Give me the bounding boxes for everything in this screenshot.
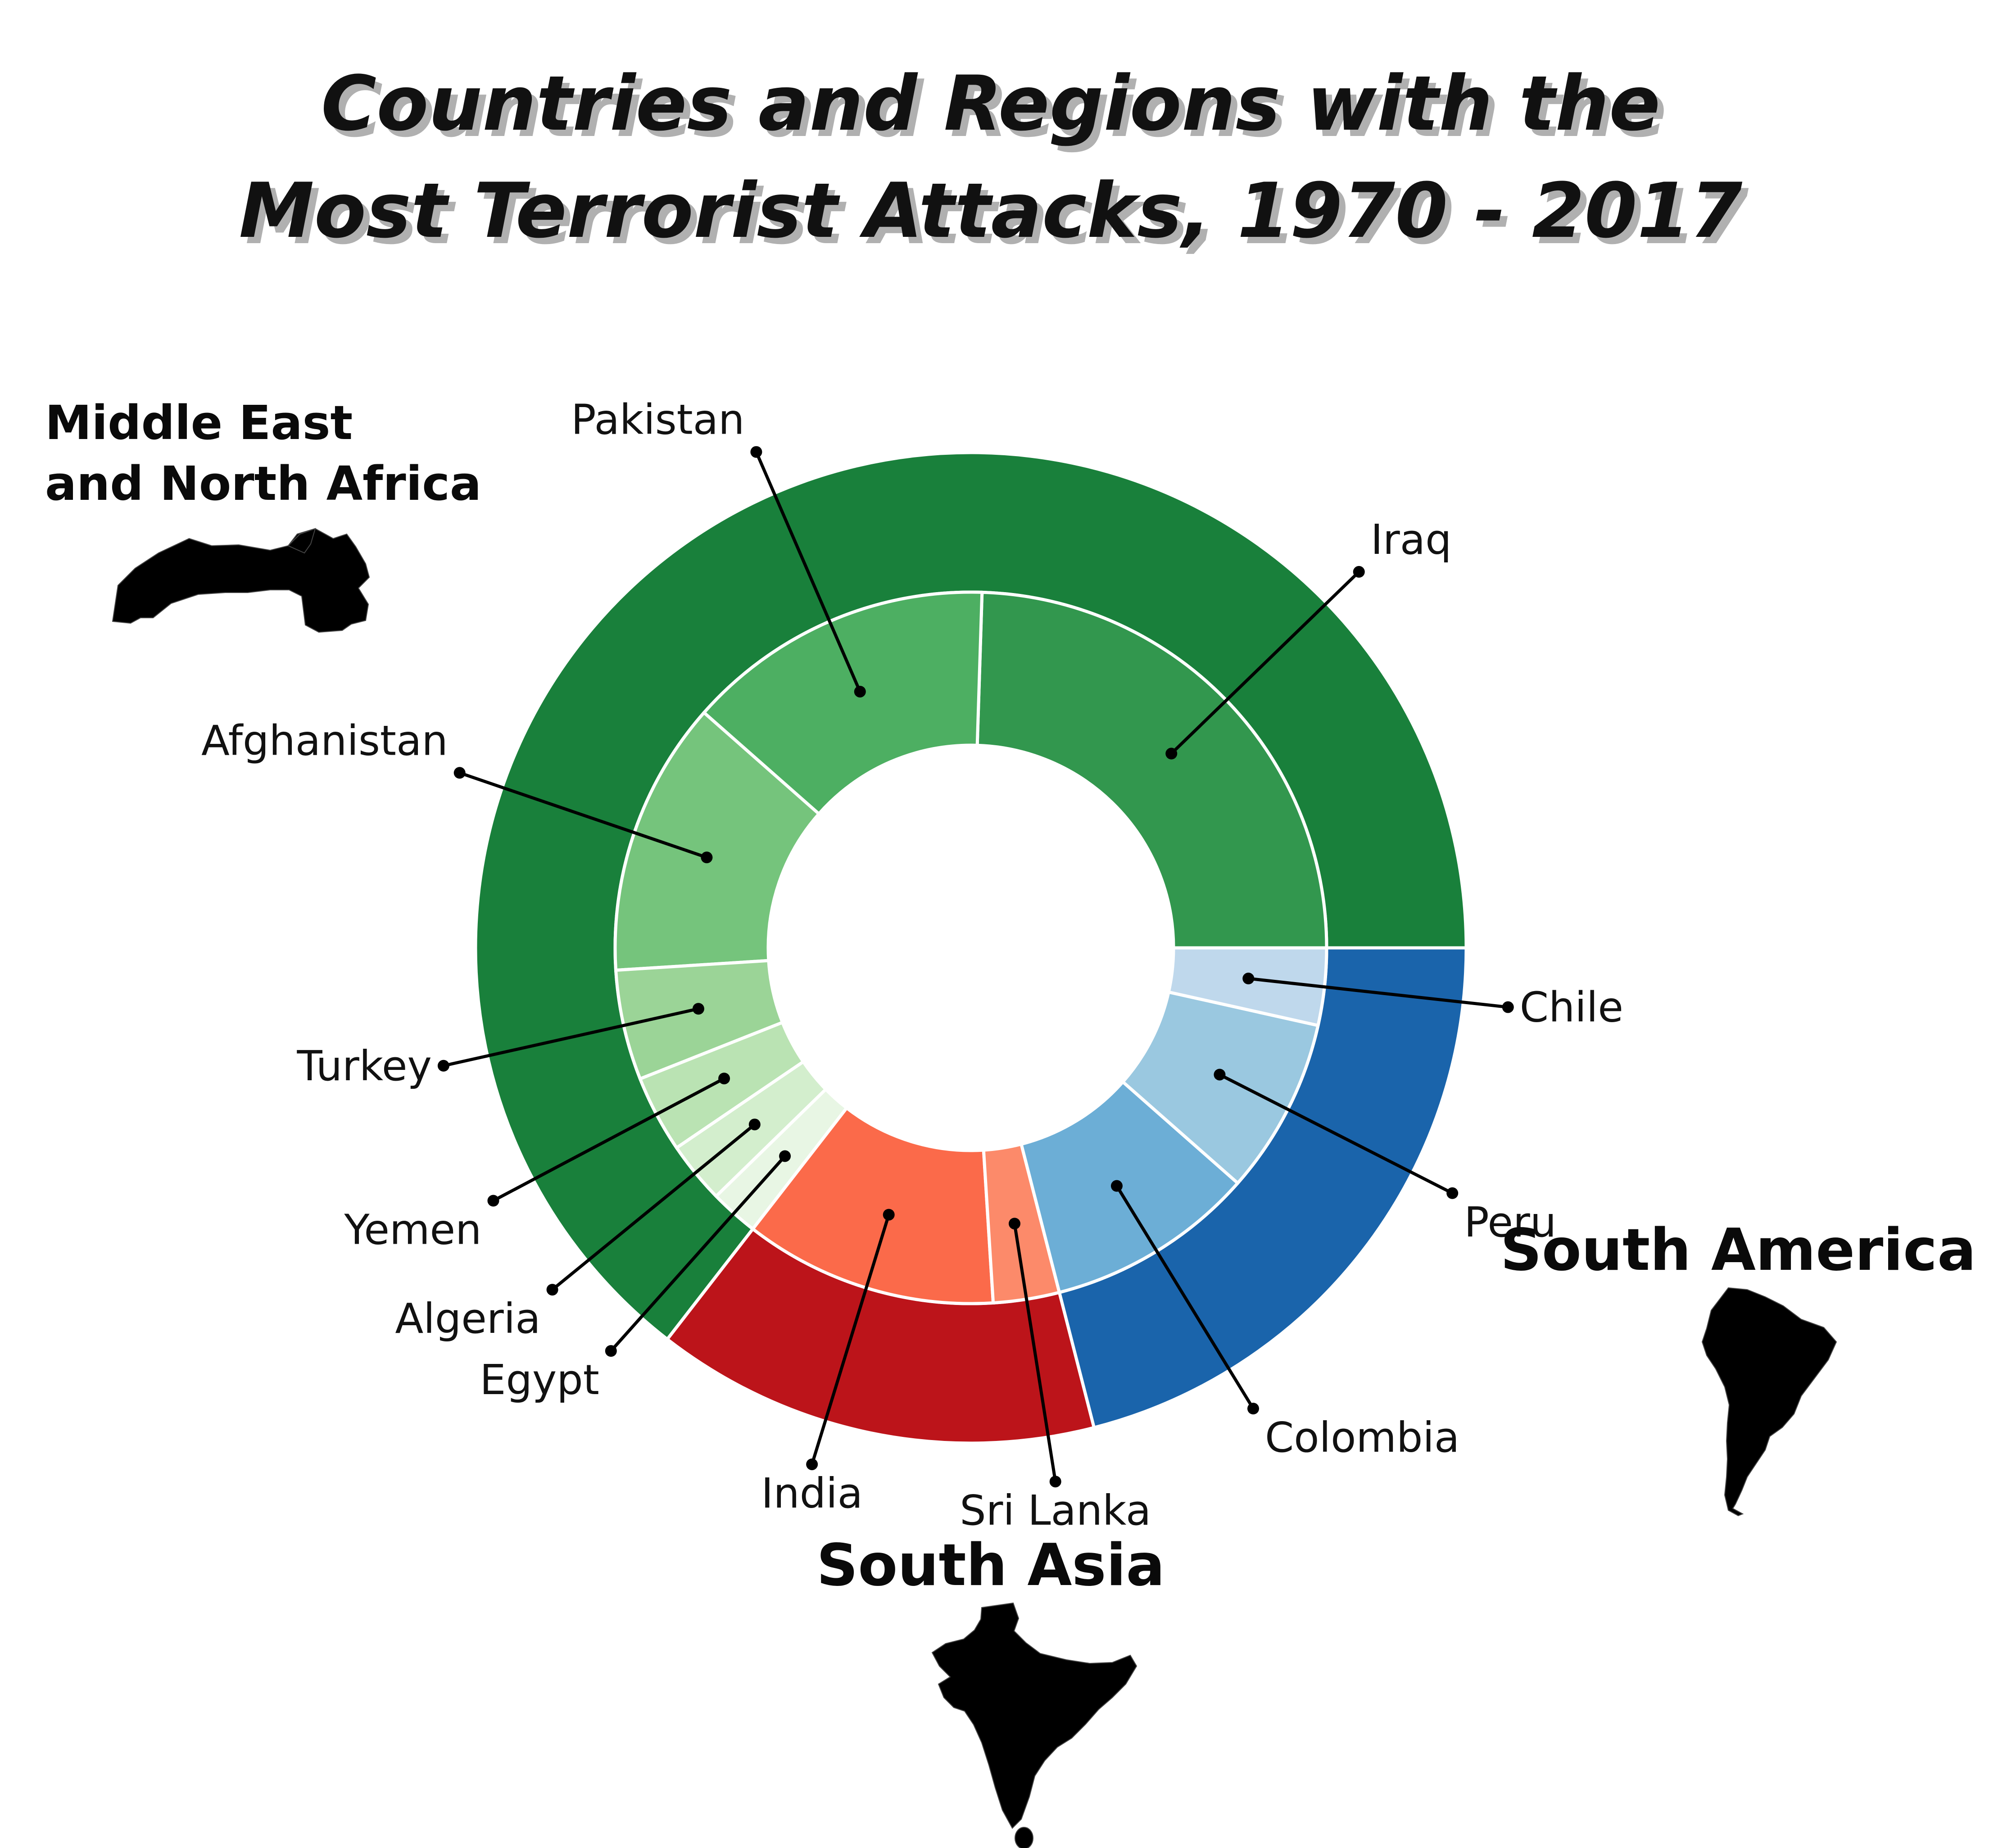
region-ring [474, 451, 1468, 1445]
leader-dot-inner-india [883, 1209, 895, 1221]
country-label-turkey: Turkey [296, 1042, 431, 1090]
india-map-icon [931, 1602, 1137, 1848]
leader-dot-inner-sri-lanka [1008, 1218, 1020, 1230]
leader-dot-outer-afghanistan [453, 767, 466, 779]
country-label-pakistan: Pakistan [571, 396, 744, 444]
leader-dot-outer-yemen [487, 1195, 499, 1207]
leader-dot-inner-peru [1214, 1069, 1226, 1081]
chart-title-line-1: Countries and Regions with the [321, 59, 1660, 148]
leader-dot-outer-pakistan [750, 446, 762, 458]
region-label-south-asia: South Asia [816, 1532, 1165, 1599]
leader-dot-outer-egypt [605, 1345, 617, 1357]
leader-line-yemen [492, 1077, 725, 1202]
leader-line-colombia [1115, 1185, 1255, 1409]
leader-dot-outer-colombia [1247, 1403, 1259, 1415]
country-label-algeria: Algeria [395, 1295, 540, 1343]
leader-line-pakistan [755, 451, 861, 693]
leader-dot-inner-iraq [1165, 747, 1178, 760]
leader-line-sri-lanka [1013, 1223, 1057, 1482]
country-label-egypt: Egypt [480, 1356, 599, 1404]
leader-dot-outer-turkey [437, 1060, 449, 1072]
leader-line-india [810, 1214, 891, 1465]
chart-title-line-2: Most Terrorist Attacks, 1970 - 2017 [239, 167, 1743, 255]
country-label-india: India [761, 1469, 863, 1517]
region-label-south-america: South America [1500, 1217, 1976, 1284]
leader-dot-inner-afghanistan [701, 852, 713, 864]
leader-line-afghanistan [459, 771, 707, 859]
country-labels: Iraq Pakistan Afghanistan Turkey Yemen Algeri… [201, 396, 1623, 1535]
leader-dot-outer-peru [1446, 1187, 1459, 1199]
leader-dot-inner-egypt [779, 1150, 791, 1162]
country-slice-pakistan [702, 590, 984, 816]
country-label-chile: Chile [1520, 983, 1623, 1032]
leader-line-algeria [551, 1123, 756, 1291]
country-label-iraq: Iraq [1371, 516, 1452, 564]
country-label-peru: Peru [1464, 1198, 1556, 1246]
region-label-mena-line-1: Middle East [45, 395, 353, 450]
country-slice-india [750, 1105, 995, 1305]
country-slice-chile [1166, 946, 1328, 1028]
leader-line-egypt [610, 1155, 786, 1352]
leader-dot-outer-algeria [546, 1284, 558, 1296]
leader-dot-inner-yemen [718, 1073, 730, 1085]
region-label-mena-line-2: and North Africa [45, 456, 481, 511]
leader-dot-outer-sri-lanka [1049, 1476, 1061, 1488]
leader-line-peru [1219, 1073, 1453, 1195]
leader-dot-outer-india [806, 1458, 818, 1470]
leader-dot-inner-colombia [1110, 1180, 1123, 1192]
country-slice-iraq [975, 590, 1328, 950]
leader-dot-inner-pakistan [854, 685, 866, 698]
chart-title-line-2-shadow: Most Terrorist Attacks, 1970 - 2017 [245, 173, 1749, 261]
country-label-afghanistan: Afghanistan [201, 716, 448, 765]
leader-dot-outer-iraq [1353, 566, 1365, 578]
leader-dot-outer-chile [1502, 1001, 1514, 1013]
leader-line-turkey [443, 1007, 699, 1068]
south-america-map-icon [1701, 1287, 1837, 1517]
country-label-colombia: Colombia [1265, 1413, 1459, 1462]
country-slice-colombia [1019, 1079, 1240, 1295]
leader-dot-inner-algeria [748, 1119, 761, 1131]
chart-title-line-1-shadow: Countries and Regions with the [327, 66, 1667, 154]
chart-title: Countries and Regions with the Countries… [239, 59, 1749, 261]
country-label-sri-lanka: Sri Lanka [960, 1486, 1151, 1535]
country-ring [613, 590, 1328, 1305]
leader-dot-inner-chile [1242, 973, 1255, 985]
region-labels: Middle East and North Africa South Asia … [45, 395, 1976, 1599]
middle-east-north-africa-map-icon [112, 528, 370, 633]
leader-lines [437, 446, 1514, 1488]
country-slice-afghanistan [613, 710, 821, 972]
leader-line-chile [1248, 977, 1509, 1009]
leader-dot-inner-turkey [692, 1003, 704, 1015]
leader-line-iraq [1170, 571, 1360, 755]
country-label-yemen: Yemen [344, 1206, 481, 1254]
